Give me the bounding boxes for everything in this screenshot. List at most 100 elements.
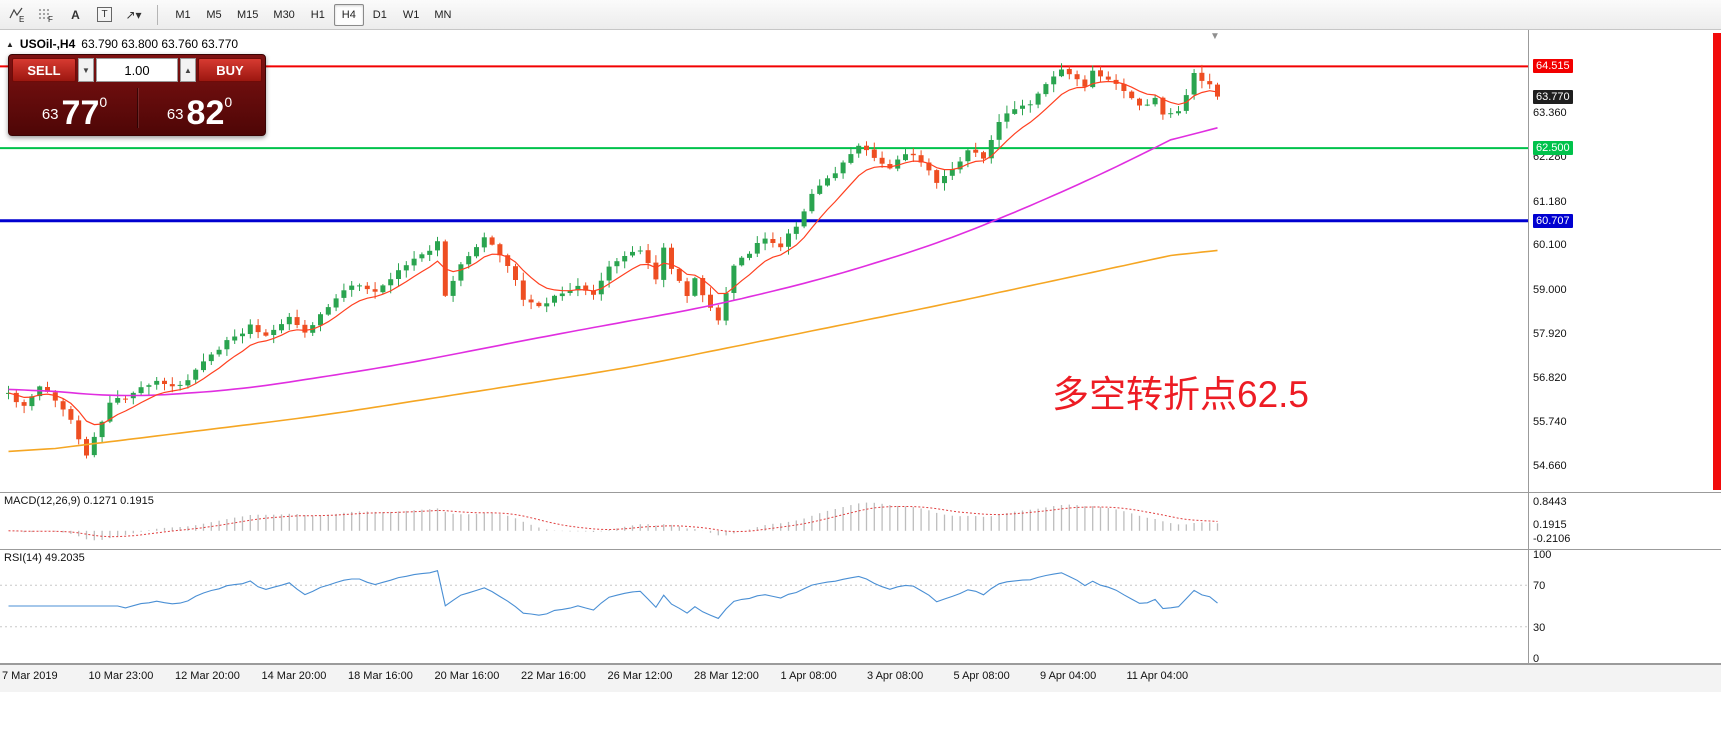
candle	[76, 420, 82, 440]
candle	[957, 161, 963, 170]
indicators-e-icon[interactable]: E	[4, 3, 31, 27]
symbol-label: USOil-,H4	[19, 37, 76, 51]
candle	[817, 185, 823, 194]
candle	[567, 290, 573, 293]
candle	[1020, 105, 1025, 109]
timeframe-mn-button[interactable]: MN	[427, 4, 458, 26]
candle	[372, 289, 378, 292]
candle	[388, 279, 394, 286]
candle	[458, 264, 464, 281]
text-box-icon[interactable]: T	[91, 3, 118, 27]
candle	[193, 369, 199, 380]
svg-text:E: E	[19, 15, 24, 23]
candle	[770, 239, 776, 243]
candle	[949, 169, 955, 176]
panel-separator[interactable]	[0, 492, 1721, 493]
candle	[676, 268, 682, 281]
candle	[832, 173, 838, 179]
sell-button[interactable]: SELL	[12, 58, 76, 82]
candle	[224, 340, 230, 350]
candle	[481, 237, 487, 248]
candle	[731, 265, 737, 293]
timeframe-m30-button[interactable]: M30	[266, 4, 301, 26]
candle	[1027, 104, 1033, 106]
sell-price-big-digits: 77	[61, 94, 100, 133]
macd-axis-label: -0.2106	[1533, 533, 1571, 545]
candle	[700, 278, 706, 296]
candle	[60, 401, 66, 410]
timeframe-h4-button[interactable]: H4	[333, 3, 364, 26]
ohlc-values: 63.790 63.800 63.760 63.770	[81, 37, 239, 51]
volume-input[interactable]	[96, 58, 178, 82]
candle	[115, 398, 121, 403]
candle	[52, 392, 58, 401]
candle	[232, 336, 238, 341]
price-badge-62.500: 62.500	[1533, 141, 1573, 155]
arrow-tool-icon[interactable]: ↗▾	[120, 3, 147, 27]
price-axis-label: 54.660	[1533, 460, 1567, 472]
objects-f-icon[interactable]: F	[33, 3, 60, 27]
volume-decrement-button[interactable]: ▼	[78, 58, 94, 82]
candle	[1176, 111, 1181, 114]
candle	[1152, 97, 1158, 105]
candle	[801, 211, 807, 227]
volume-increment-button[interactable]: ▲	[180, 58, 196, 82]
candle	[1004, 113, 1010, 122]
candle	[973, 149, 979, 153]
timeframe-w1-button[interactable]: W1	[396, 4, 427, 26]
panel-separator[interactable]	[0, 549, 1721, 550]
price-axis-label: 61.180	[1533, 196, 1567, 208]
candle	[450, 280, 456, 296]
candle	[1059, 69, 1064, 77]
candle	[856, 145, 862, 154]
candle	[871, 149, 877, 158]
rsi-panel: RSI(14) 49.2035	[0, 550, 1528, 663]
sell-price[interactable]: 63 77 0	[12, 84, 137, 132]
price-axis-label: 60.100	[1533, 239, 1567, 251]
candle	[1144, 104, 1150, 106]
candle	[536, 302, 542, 307]
time-axis: 7 Mar 2019 10 Mar 23:00 12 Mar 20:00 14 Mar…	[0, 664, 1721, 692]
text-label-icon[interactable]: A	[62, 3, 89, 27]
candle	[349, 285, 355, 290]
candle	[684, 281, 690, 296]
candle	[723, 293, 729, 321]
time-axis-label: 5 Apr 08:00	[953, 670, 1010, 682]
rsi-axis-label: 0	[1533, 653, 1540, 665]
rsi-title: RSI(14) 49.2035	[4, 552, 85, 564]
candle	[1066, 69, 1072, 75]
candle	[778, 243, 784, 248]
timeframe-d1-button[interactable]: D1	[365, 4, 395, 26]
candle	[1168, 113, 1174, 115]
candle	[286, 316, 292, 325]
buy-button[interactable]: BUY	[198, 58, 262, 82]
collapse-triangle-icon[interactable]: ▲	[6, 39, 14, 49]
ma-fast-line	[8, 80, 1218, 426]
timeframe-m1-button[interactable]: M1	[168, 4, 198, 26]
chart-annotation: 多空转折点62.5	[1052, 374, 1310, 415]
candle	[201, 361, 206, 371]
buy-price[interactable]: 63 82 0	[137, 84, 262, 132]
candle	[396, 270, 401, 279]
timeframe-m15-button[interactable]: M15	[230, 4, 265, 26]
candle	[427, 250, 433, 255]
candle	[793, 226, 799, 234]
time-axis-label: 1 Apr 08:00	[780, 670, 837, 682]
candle	[840, 162, 846, 174]
candle	[591, 290, 596, 295]
candle	[435, 241, 440, 251]
candle	[318, 314, 323, 326]
candle	[177, 384, 183, 386]
candle	[466, 256, 472, 265]
candle	[411, 258, 417, 266]
candle	[988, 140, 994, 159]
timeframe-m5-button[interactable]: M5	[199, 4, 229, 26]
candle	[669, 247, 674, 269]
candle	[879, 157, 885, 164]
candle	[544, 303, 550, 307]
candle	[1051, 76, 1057, 85]
timeframe-h1-button[interactable]: H1	[303, 4, 333, 26]
candle	[255, 325, 261, 333]
candle	[505, 255, 511, 266]
chart-shift-icon[interactable]: ▼	[1210, 31, 1220, 42]
